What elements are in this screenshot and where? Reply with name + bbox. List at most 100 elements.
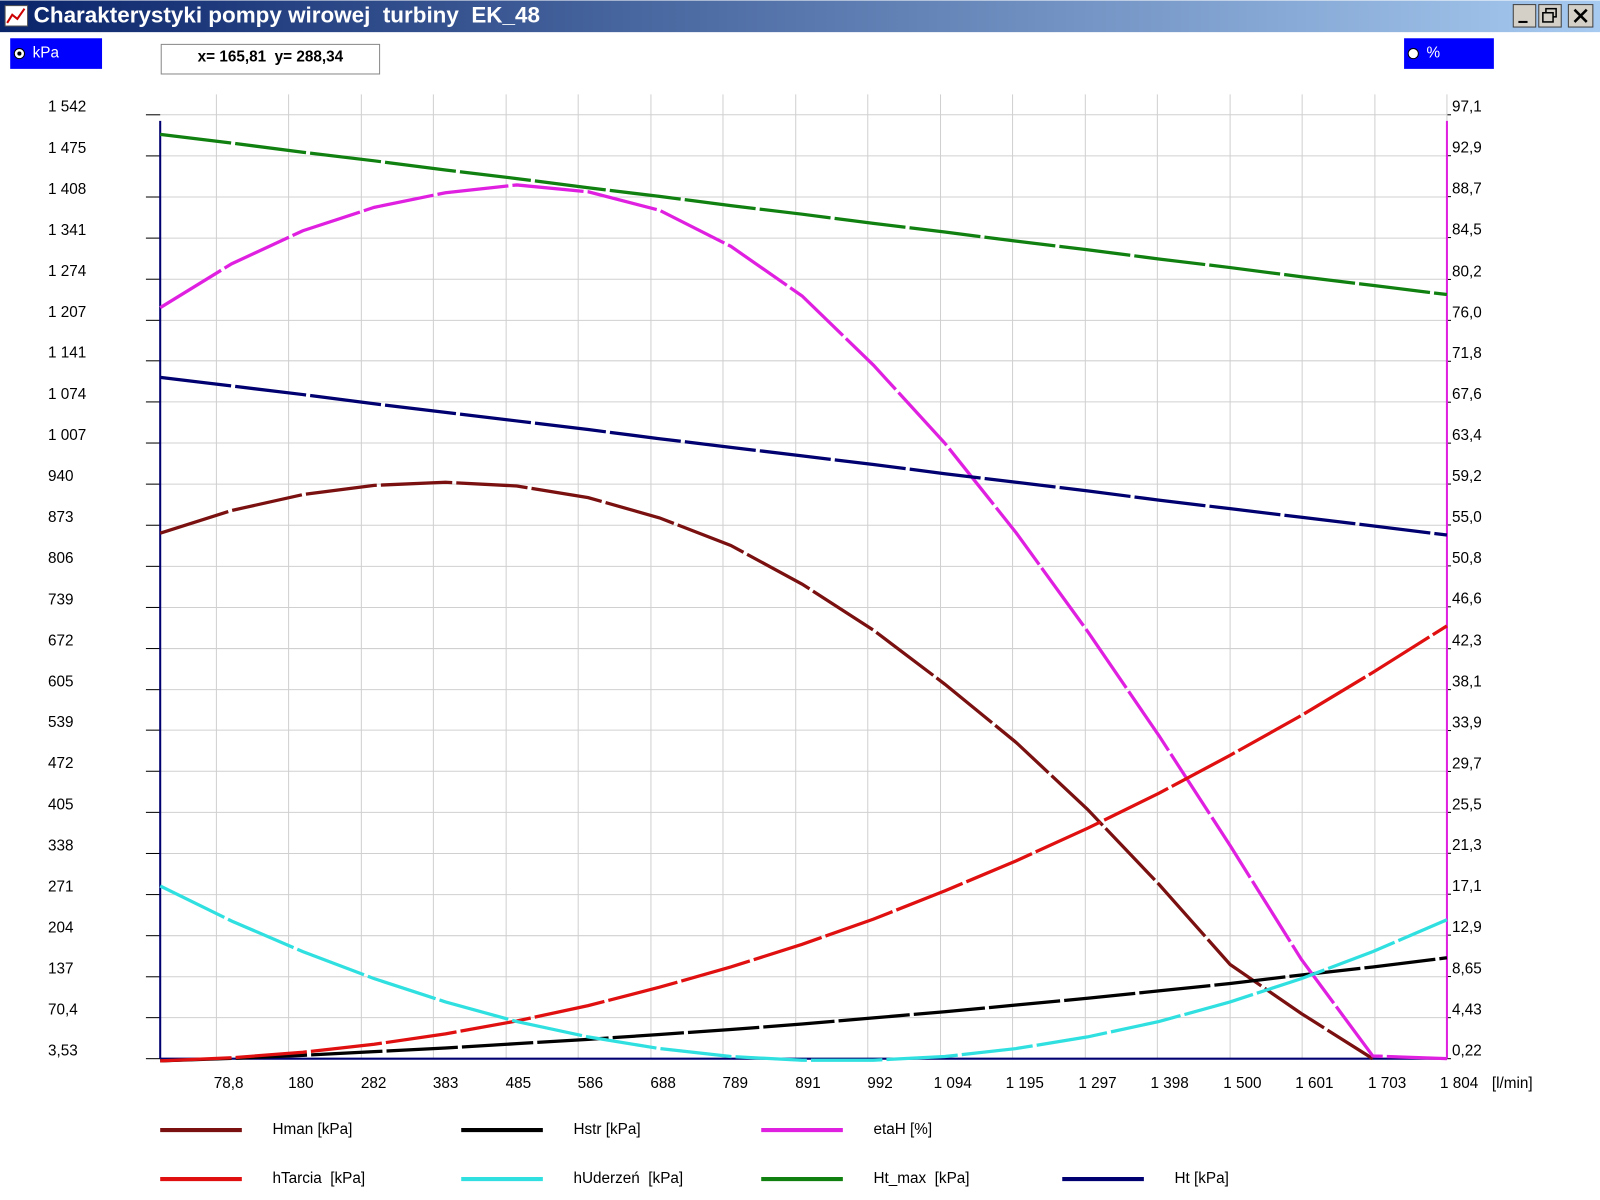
y-tick-label: 1 207 bbox=[48, 304, 86, 321]
y-tick-label: 940 bbox=[48, 468, 74, 485]
x-tick-label: 180 bbox=[288, 1075, 314, 1092]
legend-label: Hstr [kPa] bbox=[573, 1121, 640, 1138]
y2-tick-label: 21,3 bbox=[1452, 837, 1482, 854]
legend-label: etaH [%] bbox=[873, 1121, 932, 1138]
y2-tick-label: 97,1 bbox=[1452, 99, 1482, 116]
series-line bbox=[160, 956, 1448, 1063]
y2-tick-label: 38,1 bbox=[1452, 674, 1482, 691]
x-tick-label: 485 bbox=[506, 1075, 532, 1092]
x-tick-label: 992 bbox=[867, 1075, 893, 1092]
y2-tick-label: 63,4 bbox=[1452, 427, 1482, 444]
x-axis-label: [l/min] bbox=[1492, 1075, 1533, 1092]
left-unit-toggle[interactable] bbox=[10, 38, 103, 69]
y-tick-label: 605 bbox=[48, 674, 74, 691]
x-tick-label: 891 bbox=[795, 1075, 821, 1092]
x-tick-label: 586 bbox=[578, 1075, 604, 1092]
y-tick-label: 1 074 bbox=[48, 386, 87, 403]
y-tick-label: 70,4 bbox=[48, 1002, 78, 1019]
app-icon-graph bbox=[6, 8, 26, 24]
cursor-readout-box bbox=[160, 43, 381, 75]
minimize-button[interactable] bbox=[1512, 4, 1537, 28]
y2-tick-label: 88,7 bbox=[1452, 181, 1482, 198]
title-bar bbox=[0, 0, 1600, 33]
y-tick-label: 1 341 bbox=[48, 222, 86, 239]
x-tick-label: 1 195 bbox=[1006, 1075, 1044, 1092]
y-tick-label: 1 475 bbox=[48, 140, 86, 157]
y2-tick-label: 42,3 bbox=[1452, 633, 1482, 650]
legend-label: Hman [kPa] bbox=[272, 1121, 352, 1138]
y2-tick-label: 55,0 bbox=[1452, 509, 1482, 526]
x-tick-label: 1 398 bbox=[1150, 1075, 1188, 1092]
x-tick-label: 78,8 bbox=[214, 1075, 244, 1092]
y-tick-label: 271 bbox=[48, 878, 74, 895]
left-unit-label: kPa bbox=[33, 45, 60, 62]
y2-tick-label: 84,5 bbox=[1452, 221, 1482, 238]
x-tick-label: 1 601 bbox=[1295, 1075, 1333, 1092]
y2-tick-label: 80,2 bbox=[1452, 263, 1482, 280]
radio-dot bbox=[17, 51, 22, 56]
legend-label: hUderzeń [kPa] bbox=[573, 1170, 683, 1187]
y-tick-label: 472 bbox=[48, 755, 74, 772]
cursor-readout: x= 165,81 y= 288,34 bbox=[198, 49, 344, 66]
y-tick-label: 204 bbox=[48, 920, 74, 937]
series-line bbox=[159, 884, 1448, 1062]
y2-tick-label: 29,7 bbox=[1452, 755, 1482, 772]
y-tick-label: 137 bbox=[48, 961, 74, 978]
restore-icon bbox=[1542, 11, 1554, 23]
right-unit-toggle[interactable] bbox=[1404, 38, 1494, 69]
y-tick-label: 873 bbox=[48, 509, 74, 526]
y2-tick-label: 46,6 bbox=[1452, 591, 1482, 608]
y-tick-label: 539 bbox=[48, 714, 74, 731]
y2-tick-label: 76,0 bbox=[1452, 304, 1482, 321]
y2-tick-label: 0,22 bbox=[1452, 1043, 1482, 1060]
radio-button[interactable] bbox=[1407, 47, 1419, 60]
legend-label: Ht [kPa] bbox=[1174, 1170, 1228, 1187]
legend-label: Ht_max [kPa] bbox=[873, 1170, 969, 1187]
series-line bbox=[159, 183, 1447, 1061]
series-line bbox=[160, 375, 1448, 537]
x-tick-label: 1 500 bbox=[1223, 1075, 1261, 1092]
window-controls bbox=[1512, 4, 1594, 28]
series-line bbox=[160, 132, 1448, 297]
x-tick-label: 1 804 bbox=[1440, 1075, 1479, 1092]
y2-tick-label: 33,9 bbox=[1452, 714, 1482, 731]
x-tick-label: 1 094 bbox=[934, 1075, 973, 1092]
y2-tick-label: 8,65 bbox=[1452, 960, 1482, 977]
y-tick-label: 1 408 bbox=[48, 181, 86, 198]
y2-tick-label: 71,8 bbox=[1452, 345, 1482, 362]
y-tick-label: 739 bbox=[48, 591, 74, 608]
y2-tick-label: 25,5 bbox=[1452, 796, 1482, 813]
y2-tick-label: 59,2 bbox=[1452, 468, 1482, 485]
series-line bbox=[160, 624, 1448, 1063]
x-tick-label: 1 297 bbox=[1078, 1075, 1116, 1092]
y2-tick-label: 92,9 bbox=[1452, 140, 1482, 157]
right-unit-label: % bbox=[1427, 45, 1441, 62]
y2-tick-label: 50,8 bbox=[1452, 550, 1482, 567]
y2-tick-label: 67,6 bbox=[1452, 386, 1482, 403]
chart: 1 542 1 475 1 408 1 341 1 274 1 207 1 141 1 074… bbox=[48, 94, 1533, 1187]
y-tick-label: 3,53 bbox=[48, 1043, 78, 1060]
close-icon bbox=[1573, 8, 1588, 23]
series-line bbox=[159, 480, 1374, 1061]
x-tick-label: 789 bbox=[722, 1075, 748, 1092]
legend-label: hTarcia [kPa] bbox=[272, 1170, 365, 1187]
y-tick-label: 1 141 bbox=[48, 345, 86, 362]
x-tick-label: 688 bbox=[650, 1075, 676, 1092]
x-tick-label: 383 bbox=[433, 1075, 459, 1092]
y-tick-label: 1 274 bbox=[48, 263, 87, 280]
x-tick-label: 282 bbox=[361, 1075, 387, 1092]
y-tick-label: 338 bbox=[48, 837, 74, 854]
y2-tick-label: 17,1 bbox=[1452, 878, 1482, 895]
window-title: Charakterystyki pompy wirowej turbiny EK… bbox=[34, 3, 540, 28]
y-tick-label: 806 bbox=[48, 550, 74, 567]
y-tick-label: 672 bbox=[48, 632, 74, 649]
y2-tick-label: 12,9 bbox=[1452, 919, 1482, 936]
y-tick-label: 1 007 bbox=[48, 427, 86, 444]
y2-tick-label: 4,43 bbox=[1452, 1002, 1482, 1019]
x-tick-label: 1 703 bbox=[1368, 1075, 1406, 1092]
y-tick-label: 405 bbox=[48, 796, 74, 813]
y-tick-label: 1 542 bbox=[48, 99, 86, 116]
